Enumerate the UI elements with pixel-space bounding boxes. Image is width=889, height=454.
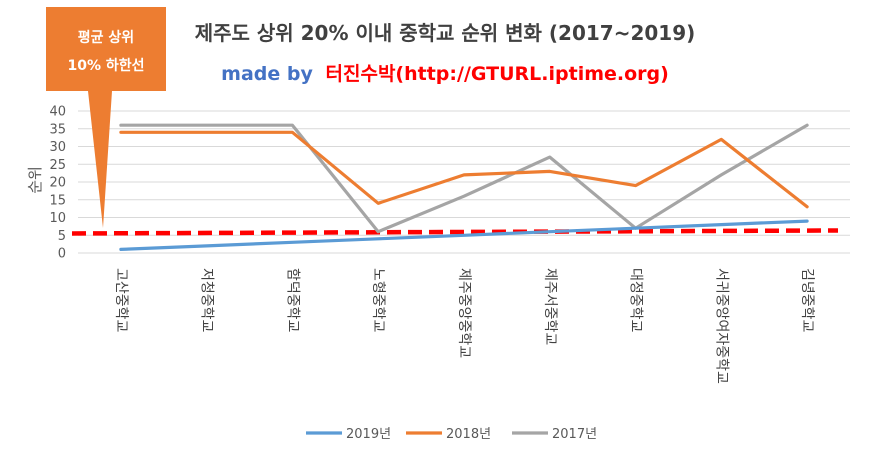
legend-label: 2017년 bbox=[552, 427, 597, 442]
y-tick-label: 20 bbox=[49, 176, 66, 191]
callout: 평균 상위 10% 하한선 bbox=[46, 7, 166, 228]
legend-label: 2018년 bbox=[446, 427, 491, 442]
gridlines bbox=[78, 110, 850, 254]
category-label: 함덕중학교 bbox=[284, 268, 300, 333]
series-lines bbox=[119, 123, 809, 251]
chart-subtitle: made by 터진수박(http://GTURL.iptime.org) bbox=[221, 63, 669, 85]
y-tick-label: 15 bbox=[49, 193, 66, 208]
callout-label-line1: 평균 상위 bbox=[78, 29, 134, 46]
category-label: 제주서중학교 bbox=[542, 268, 558, 345]
reference-line bbox=[71, 228, 839, 236]
category-label: 노형중학교 bbox=[370, 268, 386, 333]
category-label: 제주중앙중학교 bbox=[456, 268, 472, 358]
callout-label-line2: 10% 하한선 bbox=[67, 57, 144, 74]
y-tick-label: 0 bbox=[58, 247, 66, 262]
legend: 2019년 2018년 2017년 bbox=[306, 427, 597, 442]
series-line-2018년 bbox=[119, 130, 809, 209]
chart-title: 제주도 상위 20% 이내 중학교 순위 변화 (2017~2019) bbox=[195, 21, 696, 45]
category-label: 고산중학교 bbox=[113, 268, 129, 333]
y-tick-label: 25 bbox=[49, 158, 66, 173]
category-label: 서귀중앙여자중학교 bbox=[713, 268, 729, 384]
category-label: 대정중학교 bbox=[628, 268, 644, 333]
legend-label: 2019년 bbox=[346, 427, 391, 442]
category-label: 저청중학교 bbox=[199, 268, 215, 333]
y-tick-label: 40 bbox=[49, 105, 66, 120]
x-axis-categories: 고산중학교 저청중학교 함덕중학교 노형중학교 제주중앙중학교 제주서중학교 대정중학교 서귀… bbox=[113, 268, 815, 384]
y-tick-label: 10 bbox=[49, 211, 66, 226]
category-label: 김녕중학교 bbox=[799, 268, 815, 333]
series-line-2017년 bbox=[119, 123, 809, 234]
y-axis-ticks: 0 5 10 15 20 25 30 35 40 bbox=[49, 105, 66, 262]
made-by-text: made by bbox=[221, 63, 313, 85]
series-line-2019년 bbox=[119, 219, 809, 251]
author-text: 터진수박(http://GTURL.iptime.org) bbox=[326, 63, 669, 85]
y-tick-label: 5 bbox=[58, 229, 66, 244]
y-tick-label: 35 bbox=[49, 122, 66, 137]
reference-line-group bbox=[71, 228, 839, 236]
y-axis-label: 순위 bbox=[26, 166, 44, 194]
callout-box bbox=[46, 7, 166, 228]
y-tick-label: 30 bbox=[49, 140, 66, 155]
